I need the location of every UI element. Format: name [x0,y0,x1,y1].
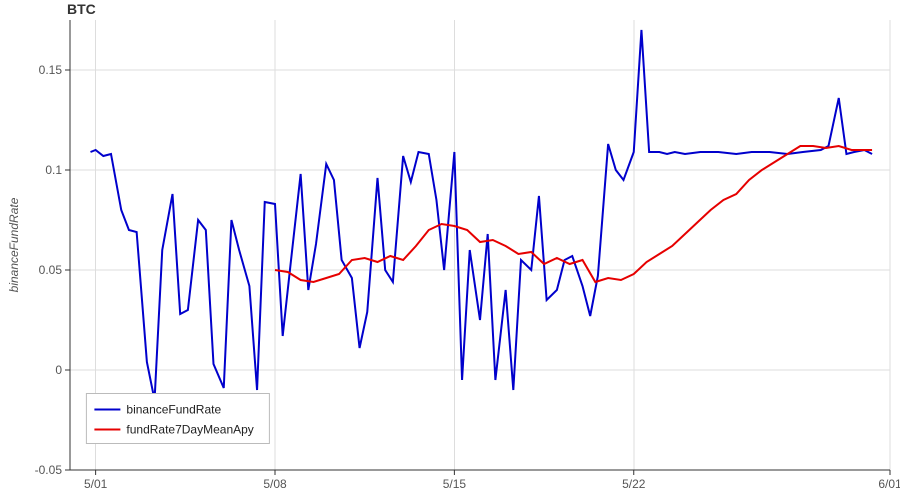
x-tick-label: 6/01 [878,477,900,491]
legend: binanceFundRate fundRate7DayMeanApy [86,394,269,444]
x-tick-label: 5/15 [443,477,467,491]
btc-line-chart: -0.05 0 0.05 0.1 0.15 5/01 5/08 5/15 5/22 6/01 BTC… [0,0,900,500]
chart-container: -0.05 0 0.05 0.1 0.15 5/01 5/08 5/15 5/22 6/01 BTC… [0,0,900,500]
legend-label: fundRate7DayMeanApy [126,423,253,437]
x-tick-label: 5/22 [622,477,646,491]
y-tick-label: 0.15 [39,63,63,77]
y-tick-label: -0.05 [35,463,63,477]
y-tick-label: 0.1 [45,163,62,177]
y-axis-label: binanceFundRate [7,197,21,292]
y-tick-label: 0.05 [39,263,63,277]
chart-title: BTC [67,1,96,17]
legend-label: binanceFundRate [126,403,221,417]
y-tick-label: 0 [55,363,62,377]
x-tick-label: 5/01 [84,477,108,491]
x-tick-label: 5/08 [263,477,287,491]
